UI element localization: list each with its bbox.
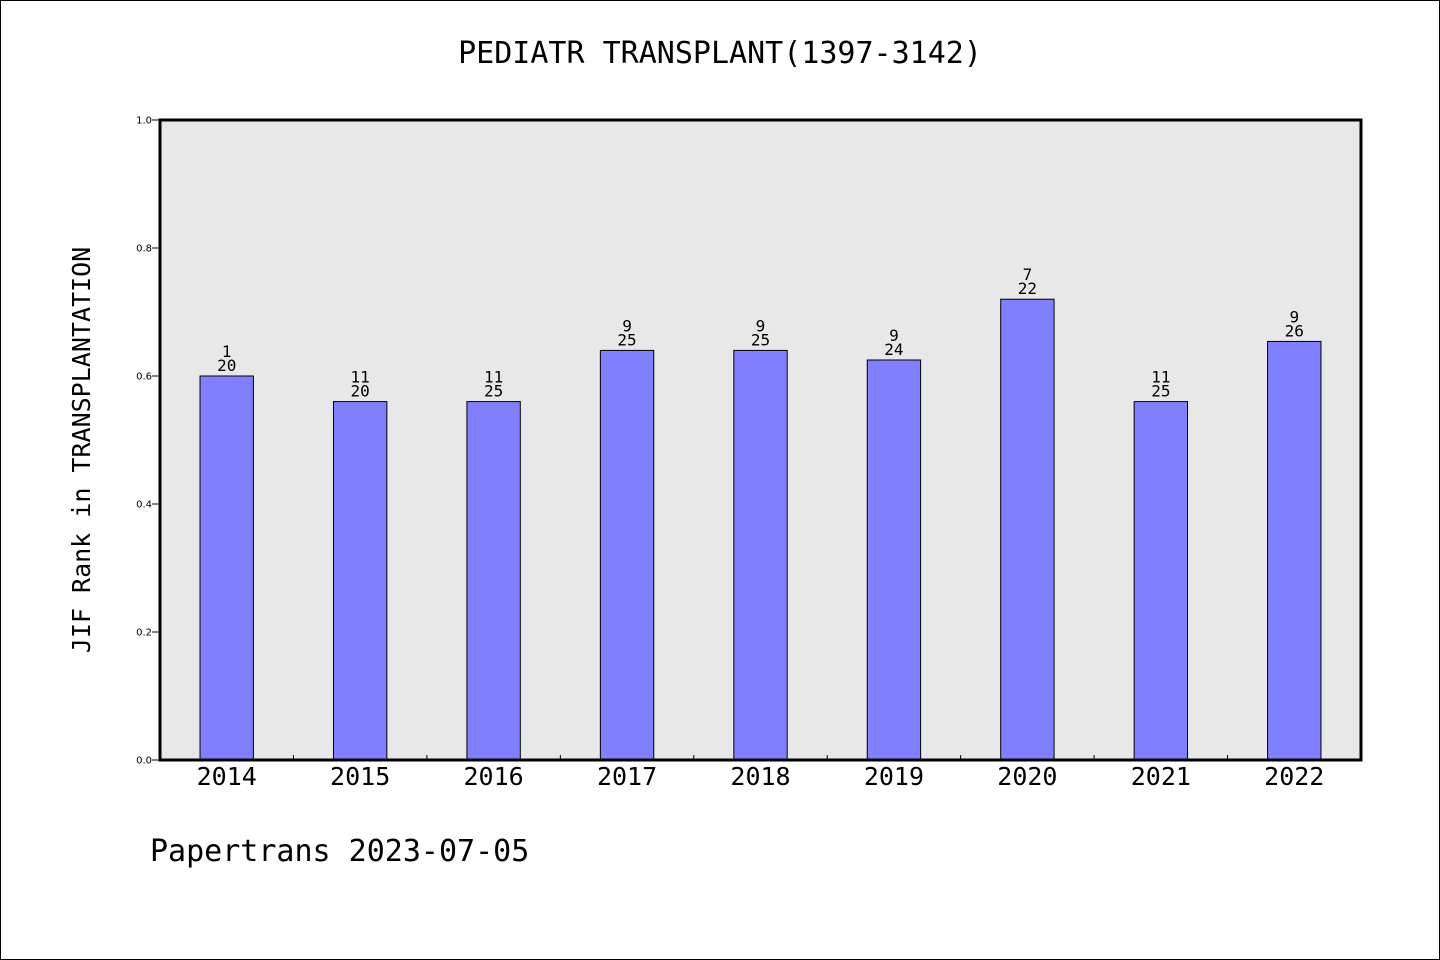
bar-2019 (866, 359, 922, 761)
x-tick-label: 2014 (197, 762, 257, 791)
bar-2014 (199, 375, 254, 761)
bar-rank-label: 7 (1023, 265, 1033, 284)
bar-rank-label: 9 (889, 326, 899, 345)
bar-2018 (733, 349, 788, 761)
bar-2017 (599, 349, 655, 761)
x-tick-label: 2017 (597, 762, 657, 791)
bar-2015 (332, 401, 388, 761)
footer-credit: Papertrans 2023-07-05 (150, 834, 530, 869)
plot-border (158, 118, 1363, 762)
y-tick-label: 0.8 (136, 244, 152, 255)
bar-rank-label: 1 (222, 342, 232, 361)
bar-total-label: 22 (1018, 279, 1037, 298)
bar-total-label: 25 (617, 330, 636, 349)
bar-total-label: 26 (1285, 321, 1304, 340)
y-axis: 0.0 0.2 0.4 0.6 0.8 1.0 (136, 116, 160, 767)
x-tick-label: 2015 (330, 762, 390, 791)
bar-total-label: 25 (484, 382, 503, 401)
y-axis-label: JIF Rank in TRANSPLANTATION (67, 247, 96, 653)
x-tick-label: 2019 (864, 762, 924, 791)
x-axis: 2014 2015 2016 2017 2018 2019 2020 2021 2022 (197, 755, 1324, 791)
y-tick-label: 0.2 (136, 628, 152, 639)
bar-total-label: 20 (351, 382, 370, 401)
bar-total-label: 20 (217, 356, 236, 375)
bar-rank-label: 9 (756, 316, 766, 335)
bar-rank-label: 11 (484, 368, 503, 387)
x-tick-label: 2022 (1264, 762, 1324, 791)
y-tick-label: 0.4 (136, 500, 152, 511)
x-tick-label: 2016 (464, 762, 524, 791)
y-tick-label: 0.6 (136, 372, 152, 383)
bar-rank-label: 11 (1151, 368, 1170, 387)
bar-total-label: 24 (884, 340, 903, 359)
bar-2020 (1000, 298, 1055, 761)
bar-2021 (1133, 401, 1189, 761)
y-tick-label: 0.0 (136, 756, 152, 767)
bar-2016 (466, 401, 521, 761)
bar-total-label: 25 (1151, 382, 1170, 401)
bar-rank-label: 9 (1289, 307, 1299, 326)
x-tick-label: 2021 (1131, 762, 1191, 791)
chart-title: PEDIATR TRANSPLANT(1397-3142) (458, 36, 982, 71)
bar-2022 (1267, 340, 1322, 761)
bar-rank-label: 9 (622, 316, 632, 335)
bar-total-label: 25 (751, 330, 770, 349)
bar-rank-label: 11 (351, 368, 370, 387)
x-tick-label: 2018 (730, 762, 790, 791)
x-tick-label: 2020 (997, 762, 1057, 791)
y-tick-label: 1.0 (136, 116, 152, 127)
